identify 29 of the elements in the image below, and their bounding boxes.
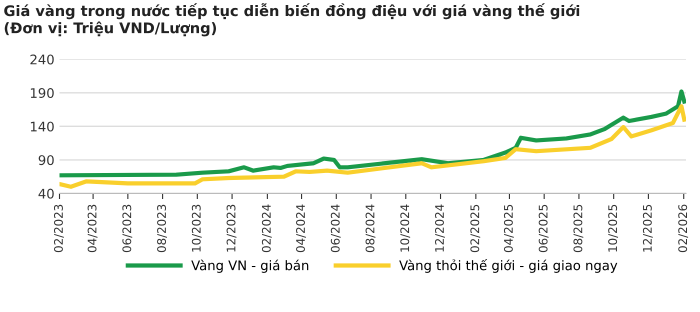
- x-tick-label: 08/2025: [573, 204, 584, 252]
- x-tick-label: 10/2023: [192, 204, 202, 252]
- y-tick-label: 140: [30, 122, 54, 132]
- line-series: [60, 89, 686, 178]
- x-tick-label: 06/2025: [538, 204, 549, 252]
- x-tick-label: 06/2024: [330, 204, 341, 252]
- x-tick-label: 02/2025: [470, 204, 480, 252]
- legend-label: Vàng thỏi thế giới - giá giao ngay: [399, 258, 618, 273]
- x-tick-label: 08/2024: [366, 204, 376, 252]
- x-tick-label: 04/2023: [88, 204, 98, 252]
- y-tick-label: 90: [38, 155, 54, 166]
- x-tick-label: 04/2025: [504, 204, 514, 252]
- y-tick-label: 240: [30, 54, 54, 64]
- x-tick-label: 02/2026: [678, 204, 688, 252]
- x-tick-label: 10/2024: [400, 204, 410, 252]
- y-tick-label: 40: [38, 188, 54, 199]
- x-tick-label: 12/2023: [226, 204, 236, 252]
- x-tick-label: 12/2025: [642, 204, 653, 252]
- x-tick-label: 10/2025: [608, 204, 618, 252]
- chart-title: Giá vàng trong nước tiếp tục diễn biến đồng điệu với giá vàng thế giới (Đơn vị: Triệu VND/Lượng): [4, 3, 580, 36]
- y-tick-label: 190: [30, 88, 54, 98]
- legend-label: Vàng VN - giá bán: [191, 260, 308, 273]
- x-tick-label: 12/2024: [435, 204, 445, 252]
- x-tick-label: 02/2024: [262, 204, 272, 252]
- x-tick-label: 02/2023: [54, 204, 64, 252]
- line-series: [60, 104, 686, 189]
- x-tick-label: 04/2024: [296, 204, 306, 252]
- x-tick-label: 06/2023: [122, 204, 132, 252]
- x-tick-label: 08/2023: [157, 204, 167, 252]
